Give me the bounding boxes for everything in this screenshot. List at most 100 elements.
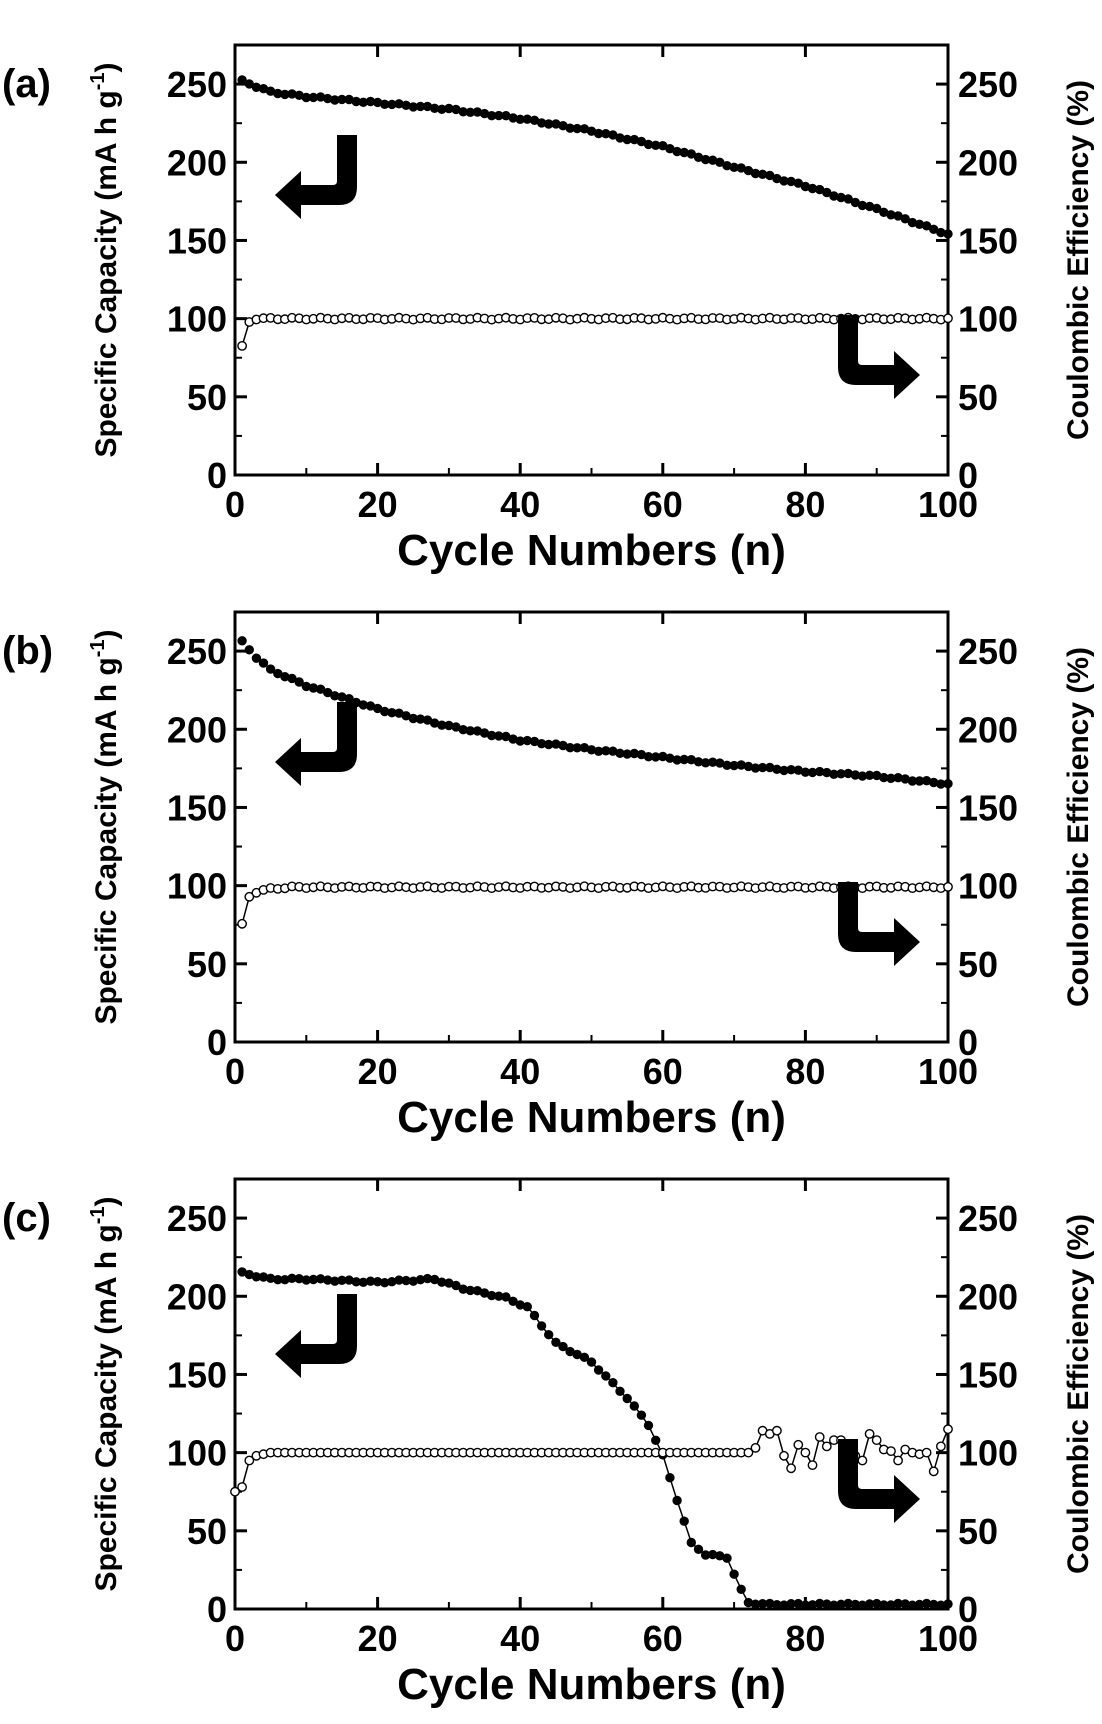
y-tick-label: 150 <box>167 220 227 261</box>
data-point <box>294 677 304 687</box>
y2-tick-label: 200 <box>958 709 1018 750</box>
y2-tick-label: 200 <box>958 1276 1018 1317</box>
series-efficiency <box>237 312 953 351</box>
data-point <box>900 214 910 224</box>
x-tick-label: 80 <box>785 1618 825 1659</box>
data-point <box>237 1482 248 1492</box>
data-point <box>722 1553 732 1563</box>
y2-tick-label: 150 <box>958 220 1018 261</box>
panel-label: (c) <box>2 1196 51 1240</box>
x-tick-label: 100 <box>918 484 978 525</box>
y-tick-label: 200 <box>167 142 227 183</box>
left-arrow-icon <box>275 1294 357 1378</box>
data-point <box>643 1420 654 1431</box>
panel-label: (b) <box>2 629 53 673</box>
x-axis-title: Cycle Numbers (n) <box>397 526 786 575</box>
data-point <box>622 1393 632 1404</box>
y-tick-label: 250 <box>167 64 227 105</box>
y2-tick-label: 150 <box>958 1354 1018 1395</box>
y2-tick-label: 100 <box>958 1433 1018 1474</box>
data-point <box>244 645 255 655</box>
series-efficiency <box>237 881 953 929</box>
data-point <box>593 1365 604 1375</box>
data-point <box>558 1341 568 1352</box>
y-tick-label: 100 <box>167 866 227 907</box>
data-point <box>615 1386 625 1397</box>
data-point <box>651 1435 661 1446</box>
data-point <box>864 1429 875 1439</box>
data-point <box>244 1455 255 1466</box>
y2-tick-label: 50 <box>958 377 998 418</box>
data-point <box>736 1584 746 1595</box>
data-point <box>586 1357 597 1367</box>
x-tick-label: 80 <box>785 1051 825 1092</box>
data-point <box>265 664 276 674</box>
y-tick-label: 50 <box>187 1511 227 1552</box>
left-arrow-icon <box>275 135 357 219</box>
y2-axis-title: Coulombic Efficiency (%) <box>1062 80 1095 440</box>
data-point <box>536 1321 547 1331</box>
y2-tick-label: 150 <box>958 787 1018 828</box>
data-point <box>800 1447 811 1458</box>
y-tick-label: 100 <box>167 1433 227 1474</box>
series-capacity <box>237 75 953 239</box>
series-efficiency <box>230 1424 953 1497</box>
data-point <box>522 1302 532 1312</box>
data-point <box>665 1473 675 1483</box>
data-point <box>230 1486 240 1497</box>
data-point <box>857 1455 868 1466</box>
data-point <box>729 1569 739 1579</box>
y2-tick-label: 50 <box>958 1511 998 1552</box>
y-tick-label: 250 <box>167 1198 227 1239</box>
y-tick-label: 250 <box>167 631 227 672</box>
data-point <box>237 340 248 351</box>
data-point <box>871 1435 882 1446</box>
data-point <box>821 1441 832 1452</box>
data-point <box>237 918 248 929</box>
y2-axis-title: Coulombic Efficiency (%) <box>1062 647 1095 1007</box>
series-capacity <box>237 636 953 789</box>
x-tick-label: 100 <box>918 1618 978 1659</box>
data-point <box>793 1439 804 1450</box>
panel-label: (a) <box>2 62 51 106</box>
y-tick-label: 0 <box>207 455 227 496</box>
y-tick-label: 0 <box>207 1589 227 1630</box>
y-tick-label: 0 <box>207 1022 227 1063</box>
data-point <box>244 891 255 902</box>
right-arrow-icon <box>838 882 920 966</box>
data-point <box>814 1432 825 1442</box>
y2-axis-title: Coulombic Efficiency (%) <box>1062 1214 1095 1574</box>
data-point <box>886 1446 896 1457</box>
data-point <box>743 1447 754 1458</box>
y2-tick-label: 250 <box>958 64 1018 105</box>
x-tick-label: 60 <box>643 1051 683 1092</box>
y-tick-label: 200 <box>167 709 227 750</box>
data-point <box>251 653 262 663</box>
y-tick-label: 150 <box>167 787 227 828</box>
x-axis-title: Cycle Numbers (n) <box>397 1660 786 1709</box>
data-point <box>693 1544 704 1555</box>
x-tick-label: 40 <box>500 1618 540 1659</box>
data-point <box>636 1410 647 1420</box>
data-point <box>501 1292 511 1302</box>
y-axis-title: Specific Capacity (mA h g-1) <box>87 1196 123 1591</box>
series-capacity <box>237 1267 953 1610</box>
x-tick-label: 60 <box>643 484 683 525</box>
y-tick-label: 50 <box>187 377 227 418</box>
y2-tick-label: 100 <box>958 299 1018 340</box>
y-tick-label: 50 <box>187 944 227 985</box>
data-point <box>237 636 247 646</box>
x-tick-label: 20 <box>358 1618 398 1659</box>
y2-tick-label: 100 <box>958 866 1018 907</box>
y-tick-label: 150 <box>167 1354 227 1395</box>
data-point <box>629 1401 639 1411</box>
x-tick-label: 100 <box>918 1051 978 1092</box>
data-point <box>551 1337 561 1348</box>
y-axis-title: Specific Capacity (mA h g-1) <box>87 62 123 457</box>
data-point <box>672 1495 682 1506</box>
data-point <box>679 1516 689 1526</box>
y2-tick-label: 250 <box>958 1198 1018 1239</box>
y-axis-title: Specific Capacity (mA h g-1) <box>87 629 123 1024</box>
